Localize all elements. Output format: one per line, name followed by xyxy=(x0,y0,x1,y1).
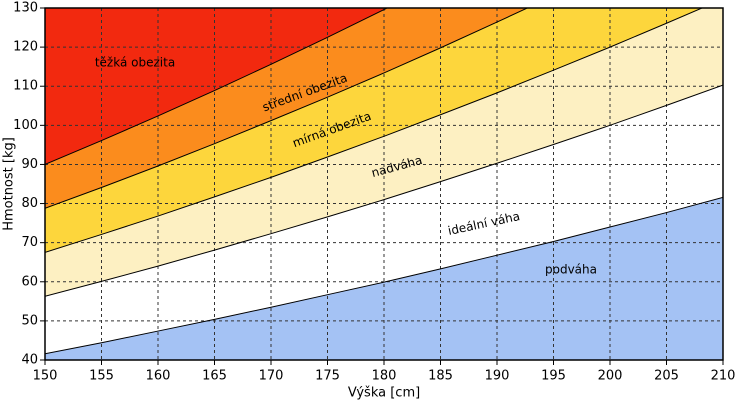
x-tick-label: 195 xyxy=(541,369,566,384)
y-tick-label: 70 xyxy=(21,235,38,250)
boundary-line xyxy=(45,84,723,297)
x-tick-label: 185 xyxy=(428,369,453,384)
y-tick-label: 60 xyxy=(21,274,38,289)
x-tick-label: 170 xyxy=(259,369,284,384)
x-tick-label: 160 xyxy=(146,369,171,384)
y-tick-label: 50 xyxy=(21,313,38,328)
x-tick-label: 205 xyxy=(654,369,679,384)
x-tick-label: 165 xyxy=(202,369,227,384)
y-tick-label: 120 xyxy=(13,40,38,55)
band-label: těžká obezita xyxy=(95,56,175,70)
band-area xyxy=(45,8,703,253)
x-tick-label: 200 xyxy=(598,369,623,384)
band-label: podváha xyxy=(545,263,597,277)
y-tick-label: 100 xyxy=(13,118,38,133)
boundary-line xyxy=(45,8,704,253)
y-tick-label: 40 xyxy=(21,353,38,368)
y-tick-label: 130 xyxy=(13,1,38,16)
x-tick-label: 150 xyxy=(33,369,58,384)
x-tick-label: 180 xyxy=(372,369,397,384)
x-tick-label: 175 xyxy=(315,369,340,384)
boundary-line xyxy=(45,8,389,165)
band-area xyxy=(45,8,528,209)
y-tick-label: 80 xyxy=(21,196,38,211)
plot xyxy=(45,8,723,360)
x-tick-label: 190 xyxy=(485,369,510,384)
y-tick-label: 110 xyxy=(13,79,38,94)
y-axis-label: Hmotnost [kg] xyxy=(2,137,17,231)
y-tick-label: 90 xyxy=(21,157,38,172)
boundary-line xyxy=(45,8,529,209)
x-tick-label: 210 xyxy=(711,369,736,384)
boundary-line xyxy=(45,196,723,355)
x-tick-label: 155 xyxy=(89,369,114,384)
x-axis-label: Výška [cm] xyxy=(348,386,420,401)
